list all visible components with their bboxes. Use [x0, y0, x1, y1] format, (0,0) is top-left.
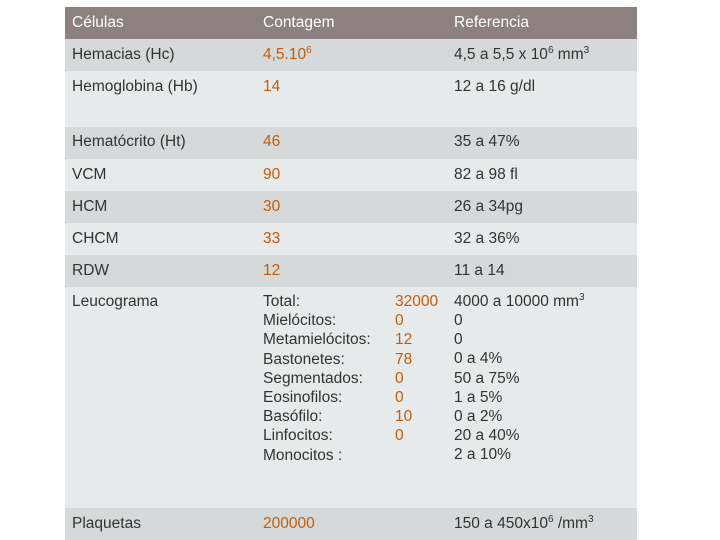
row-reference: 150 a 450x106 /mm3 [454, 514, 594, 533]
table-row: CHCM 33 32 a 36% [65, 223, 637, 255]
table-row: Plaquetas 200000 150 a 450x106 /mm3 [65, 508, 637, 540]
row-count: 33 [263, 230, 281, 247]
header-celulas: Células [72, 14, 124, 31]
header-contagem: Contagem [263, 14, 335, 31]
row-count: 14 [263, 78, 281, 95]
row-label: Hemoglobina (Hb) [72, 78, 198, 95]
table-row: VCM 90 82 a 98 fl [65, 159, 637, 191]
row-reference: 11 a 14 [454, 262, 505, 279]
header-referencia: Referencia [454, 14, 529, 31]
row-count: 46 [263, 133, 281, 150]
row-reference: 4,5 a 5,5 x 106 mm3 [454, 45, 590, 64]
table-row: Hemacias (Hc) 4,5.106 4,5 a 5,5 x 106 mm… [65, 39, 637, 71]
leucograma-reference-first: 4000 a 10000 mm3 [454, 292, 585, 311]
table-row: HCM 30 26 a 34pg [65, 191, 637, 223]
leucograma-counts: 32000 0 12 78 0 0 10 0 [395, 293, 439, 445]
row-count: 30 [263, 198, 281, 215]
row-label: VCM [72, 166, 107, 183]
leucograma-references: 0 0 0 a 4% 50 a 75% 1 a 5% 0 a 2% 20 a 4… [454, 312, 520, 464]
row-count: 90 [263, 166, 281, 183]
row-count: 200000 [263, 515, 315, 532]
hemogram-table: Células Contagem Referencia Hemacias (Hc… [65, 7, 637, 540]
row-label: CHCM [72, 230, 119, 247]
row-count: 4,5.106 [263, 45, 312, 64]
row-reference: 82 a 98 fl [454, 166, 518, 183]
row-label: Hemacias (Hc) [72, 46, 175, 63]
table-row: Hematócrito (Ht) 46 35 a 47% [65, 127, 637, 159]
row-reference: 12 a 16 g/dl [454, 78, 536, 95]
leucograma-row: Leucograma Total: Mielócitos: Metamielóc… [65, 287, 637, 508]
table-row: RDW 12 11 a 14 [65, 255, 637, 287]
leucograma-subtypes: Total: Mielócitos: Metamielócitos: Basto… [263, 293, 371, 464]
row-label: RDW [72, 262, 110, 279]
row-reference: 32 a 36% [454, 230, 520, 247]
table-header-row: Células Contagem Referencia [65, 7, 637, 39]
row-count: 12 [263, 262, 281, 279]
row-label: Plaquetas [72, 515, 141, 532]
row-label: Leucograma [72, 293, 159, 310]
table-row: Hemoglobina (Hb) 14 12 a 16 g/dl [65, 71, 637, 127]
row-label: HCM [72, 198, 108, 215]
row-label: Hematócrito (Ht) [72, 133, 186, 150]
row-reference: 35 a 47% [454, 133, 520, 150]
row-reference: 26 a 34pg [454, 198, 523, 215]
